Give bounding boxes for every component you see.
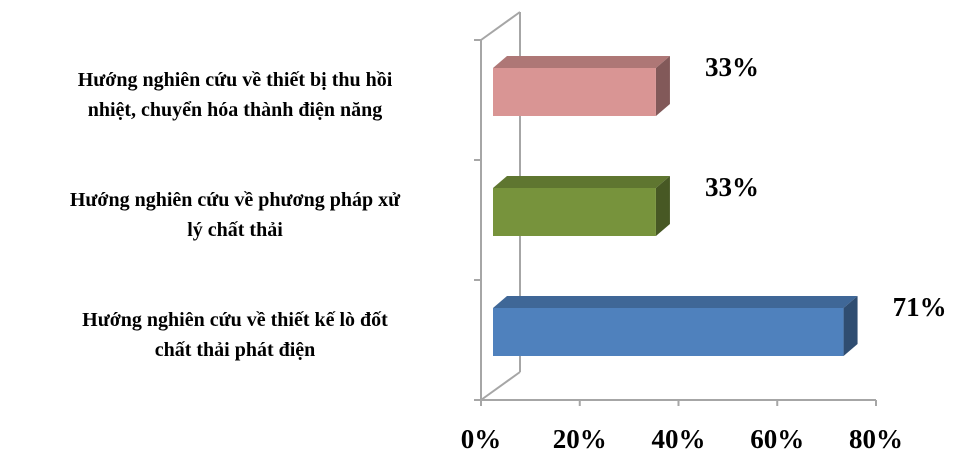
bar-top bbox=[493, 296, 858, 308]
bar-top bbox=[493, 176, 670, 188]
bar-side bbox=[655, 56, 670, 116]
bar bbox=[493, 188, 656, 236]
x-tick-label: 80% bbox=[849, 424, 903, 454]
axis-wall bbox=[480, 11, 521, 41]
bar-top bbox=[493, 56, 670, 68]
category-label: Hướng nghiên cứu về phương pháp xử lý ch… bbox=[69, 189, 401, 241]
x-tick-label: 60% bbox=[750, 424, 804, 454]
value-label: 33% bbox=[705, 172, 759, 202]
value-label: 33% bbox=[705, 52, 759, 82]
x-tick-label: 40% bbox=[652, 424, 706, 454]
x-tick-label: 0% bbox=[461, 424, 502, 454]
bar-side bbox=[655, 176, 670, 236]
bar bbox=[493, 68, 656, 116]
x-tick-label: 20% bbox=[553, 424, 607, 454]
bar-side bbox=[843, 296, 858, 356]
axis-wall bbox=[480, 371, 521, 401]
category-label: Hướng nghiên cứu về thiết bị thu hồi nhi… bbox=[77, 69, 393, 121]
value-label: 71% bbox=[893, 292, 947, 322]
category-label: Hướng nghiên cứu về thiết kế lò đốt chất… bbox=[82, 309, 388, 361]
bar bbox=[493, 308, 844, 356]
